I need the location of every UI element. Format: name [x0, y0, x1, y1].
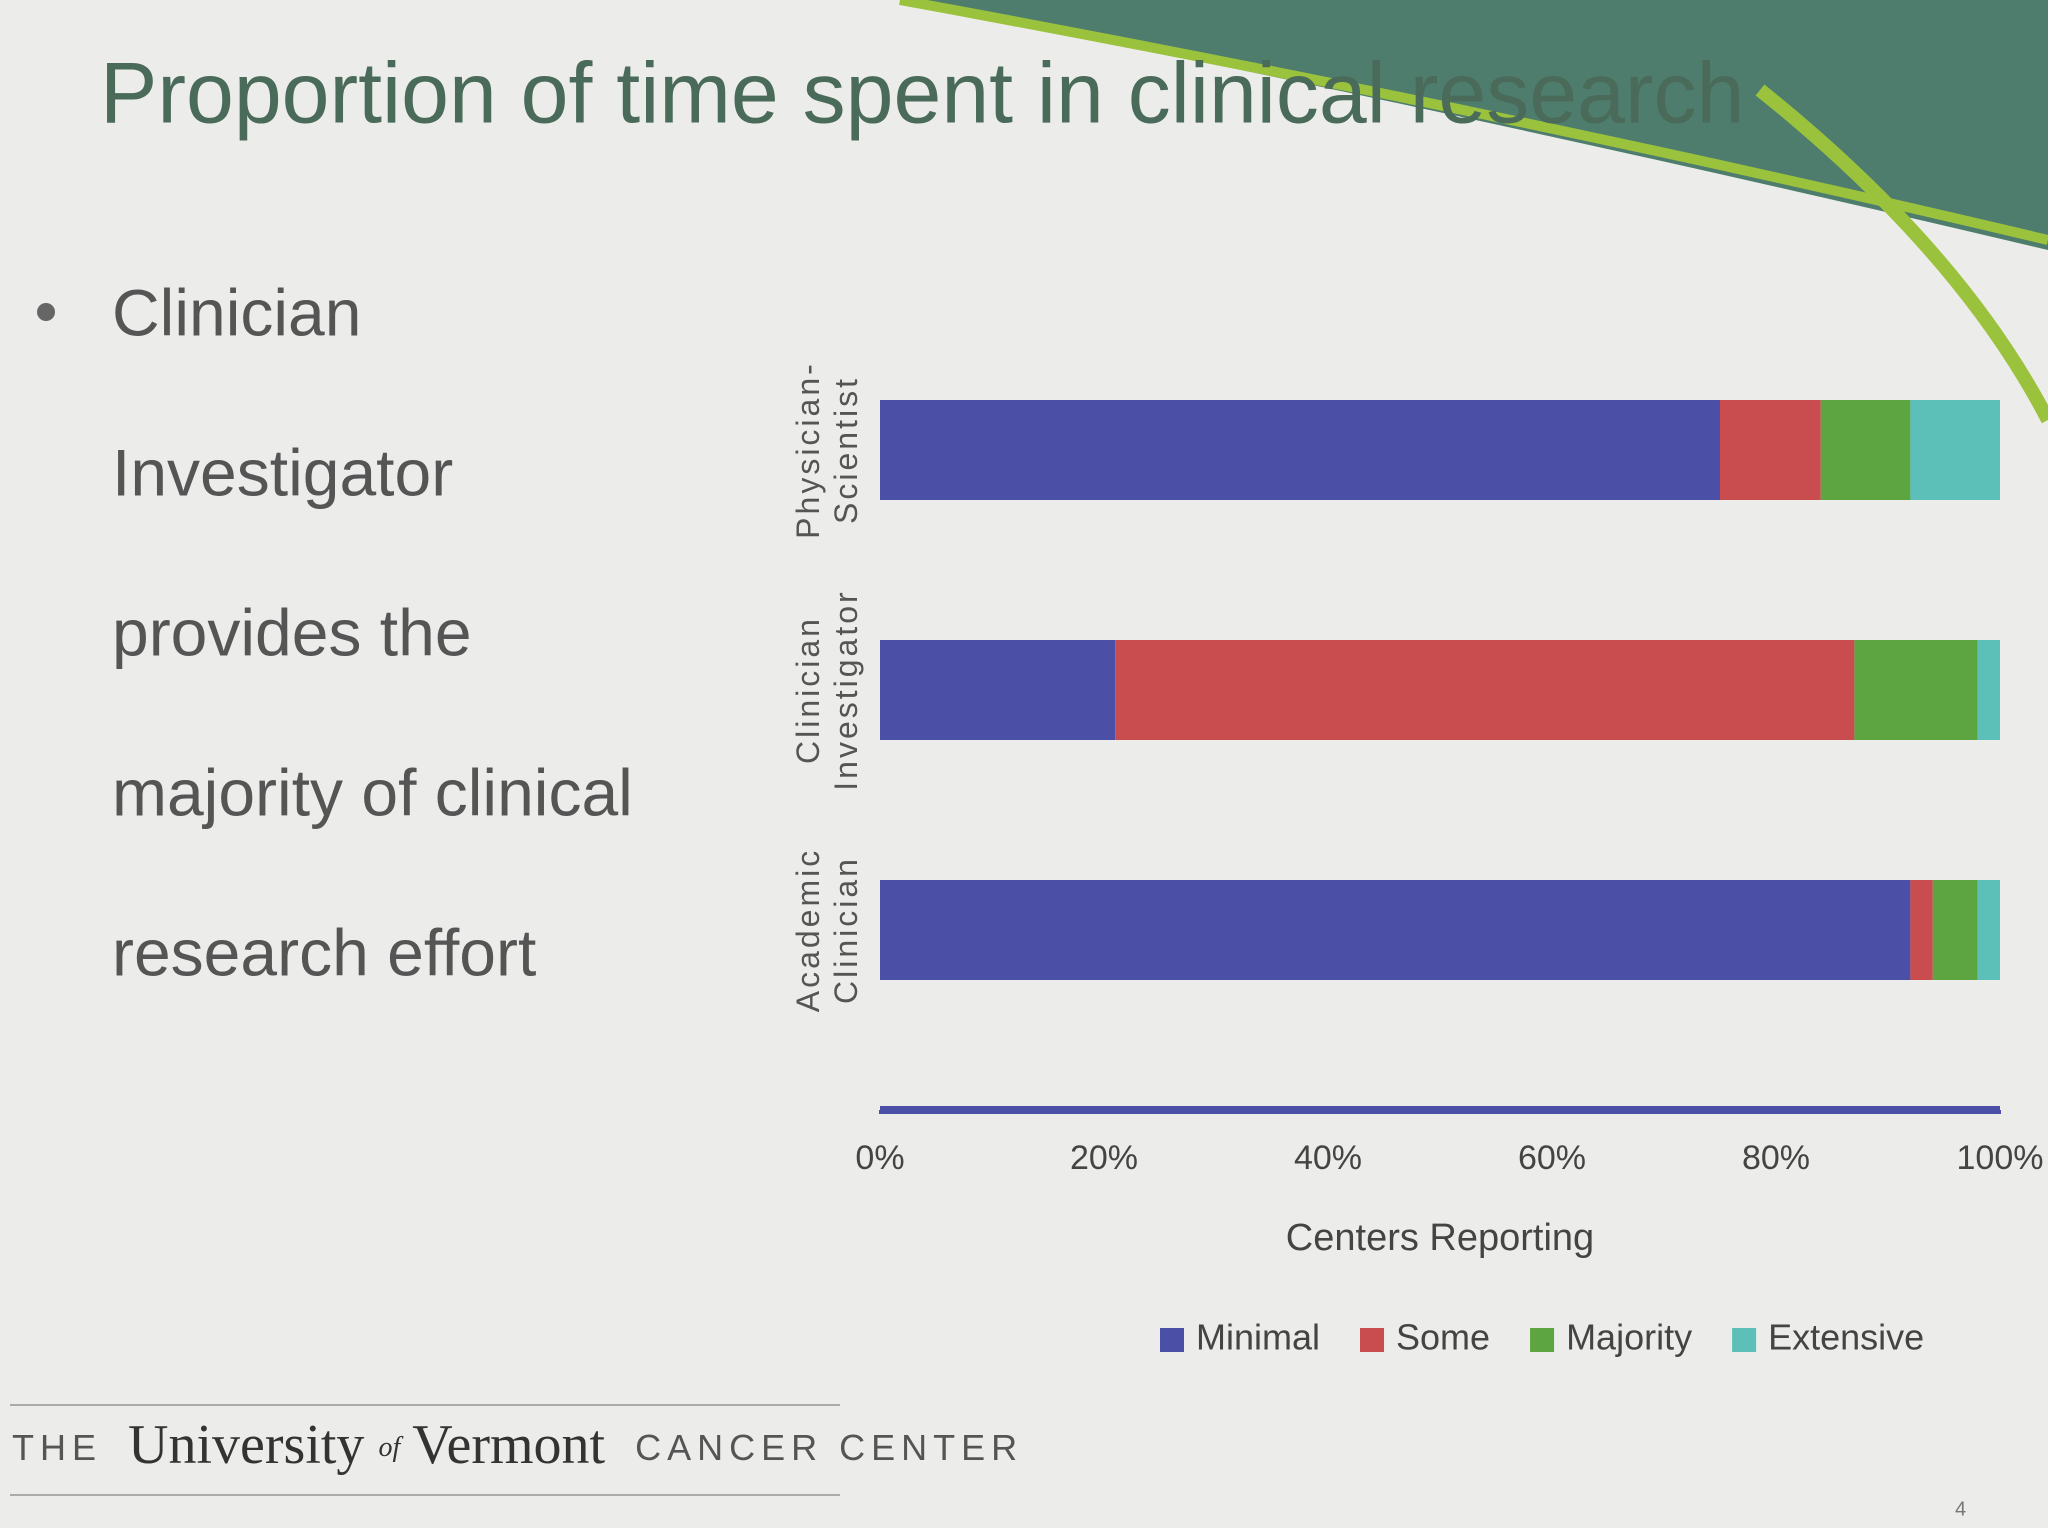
- bullet-line: research effort: [112, 915, 536, 989]
- legend-swatch: [1732, 1328, 1757, 1352]
- category-line: Academic: [790, 848, 826, 1013]
- bar-segment: [880, 400, 1720, 500]
- bullet-line: provides the: [112, 595, 472, 669]
- category-line: Clinician: [829, 856, 865, 1004]
- bar-segment: [1910, 880, 1933, 980]
- y-tick-label: AcademicClinician: [790, 848, 864, 1013]
- header-band: [900, 0, 2048, 250]
- legend-label: Extensive: [1768, 1317, 1924, 1358]
- bullet-text: Clinician Investigator provides the majorit…: [112, 275, 633, 989]
- bar-segment: [1820, 400, 1911, 500]
- legend-label: Some: [1396, 1317, 1490, 1358]
- footer-vermont: Vermont: [412, 1414, 605, 1476]
- bar-segment: [1977, 880, 2000, 980]
- category-line: Scientist: [829, 376, 865, 524]
- legend-swatch: [1530, 1328, 1555, 1352]
- legend-swatch: [1160, 1328, 1184, 1352]
- category-line: Investigator: [829, 589, 865, 790]
- page-number: 4: [1955, 1498, 1966, 1520]
- x-tick-label: 100%: [1957, 1139, 2044, 1177]
- footer-of: of: [378, 1432, 403, 1463]
- bullet-line: majority of clinical: [112, 755, 633, 829]
- footer-unit: CANCER CENTER: [635, 1427, 1023, 1468]
- footer-university: University: [128, 1414, 364, 1476]
- y-tick-label: ClinicianInvestigator: [790, 589, 864, 790]
- legend-label: Majority: [1566, 1317, 1692, 1358]
- x-tick-label: 60%: [1518, 1139, 1586, 1177]
- legend-label: Minimal: [1196, 1317, 1320, 1358]
- bullet-line: Investigator: [112, 435, 453, 509]
- bar-segment: [1720, 400, 1821, 500]
- header-swoosh: [1755, 84, 2048, 424]
- x-tick-label: 0%: [855, 1139, 904, 1177]
- legend-swatch: [1360, 1328, 1385, 1352]
- chart: 0% 20% 40% 60% 80% 100% Centers Reporting Physi…: [790, 361, 2043, 1357]
- slide-title: Proportion of time spent in clinical res…: [100, 46, 1744, 142]
- x-tick-label: 20%: [1070, 1139, 1138, 1177]
- footer-the: THE: [12, 1427, 102, 1468]
- x-tick-label: 80%: [1742, 1139, 1810, 1177]
- x-tick-label: 40%: [1294, 1139, 1362, 1177]
- bar-segment: [1932, 880, 1978, 980]
- bar-segment: [1854, 640, 1978, 740]
- bullet-line: Clinician: [112, 275, 361, 349]
- footer-logo: THE University of Vermont CANCER CENTER: [12, 1414, 1023, 1476]
- category-line: Clinician: [790, 616, 826, 764]
- bullet-dot: [37, 303, 55, 321]
- bar-segment: [880, 880, 1911, 980]
- bar-segment: [1910, 400, 2000, 500]
- y-tick-label: Physician-Scientist: [790, 361, 864, 539]
- bar-segment: [1977, 640, 2000, 740]
- category-line: Physician-: [790, 361, 826, 539]
- x-axis-label: Centers Reporting: [1286, 1217, 1594, 1259]
- bar-segment: [1115, 640, 1855, 740]
- bar-segment: [880, 640, 1116, 740]
